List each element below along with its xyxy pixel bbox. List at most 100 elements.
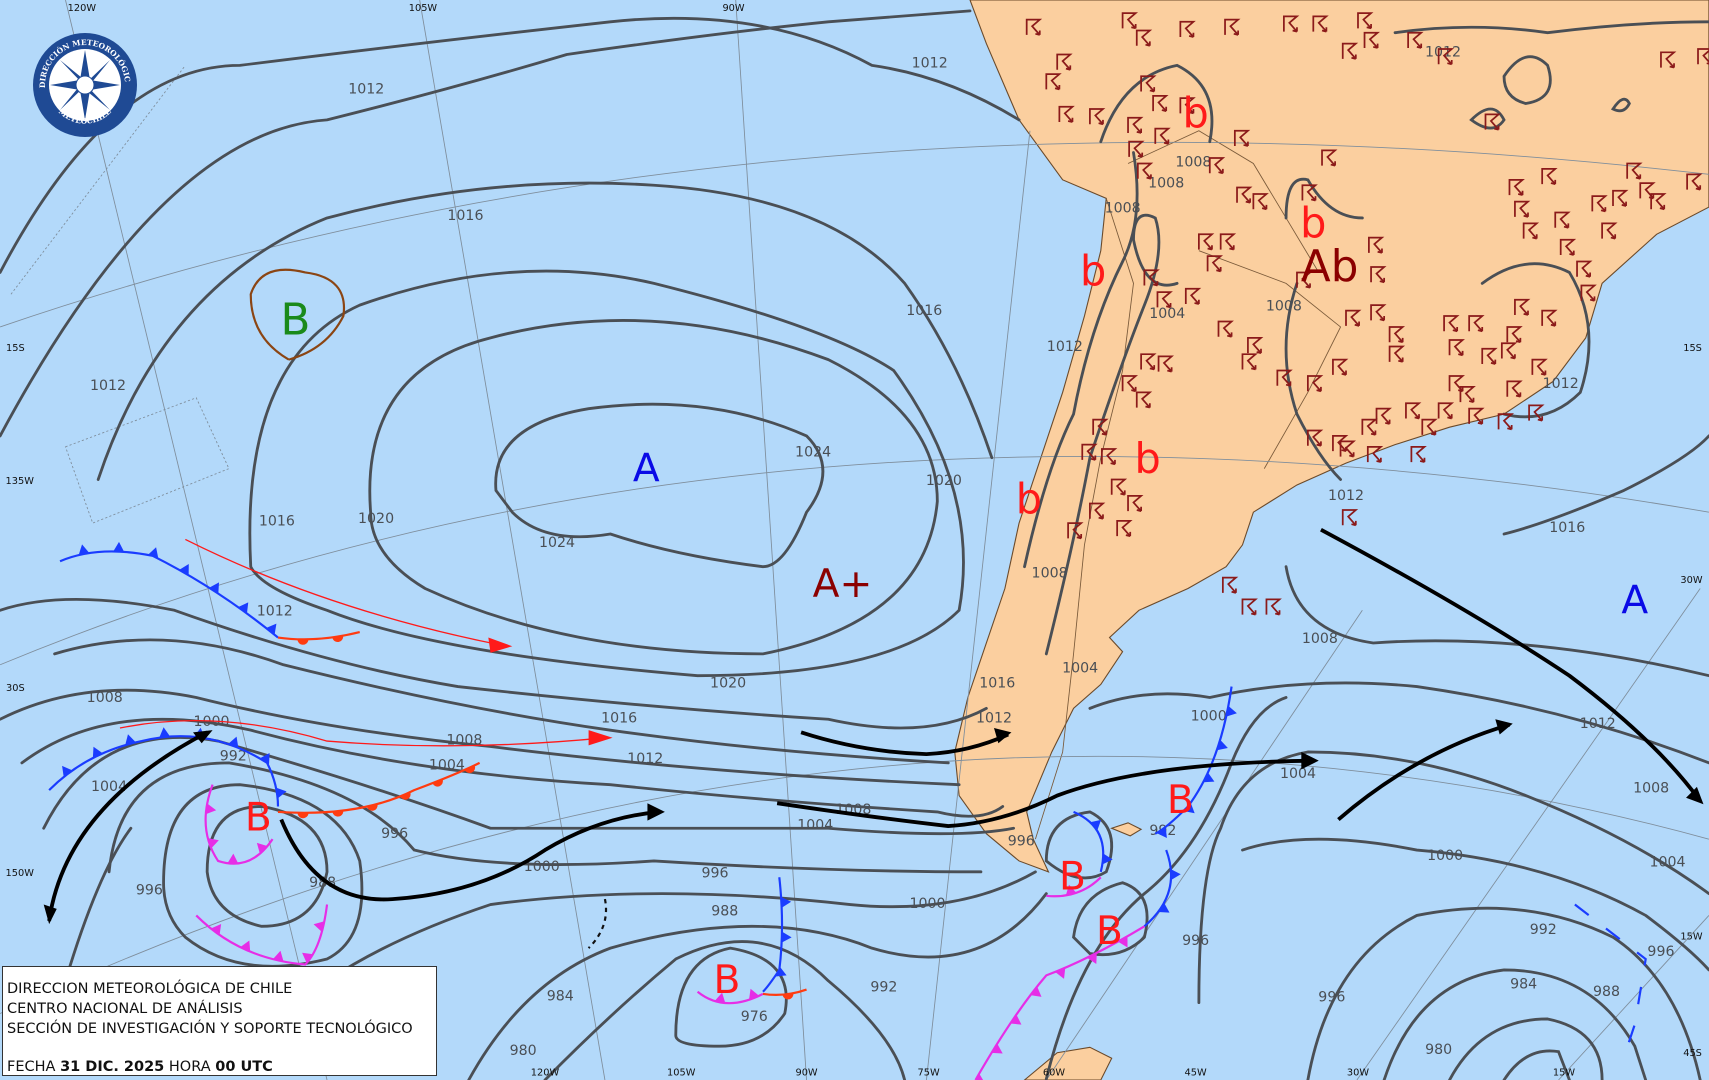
wind-barb-icon — [1497, 413, 1515, 431]
isobar-label: 992 — [220, 749, 247, 765]
time-label: HORA — [168, 1059, 211, 1075]
front-triangle — [113, 541, 125, 552]
trough-line — [249, 268, 346, 361]
front-triangle — [266, 623, 277, 635]
wind-barb-icon — [1686, 173, 1703, 191]
pressure-center-low: B — [1167, 778, 1194, 823]
arrowheads — [43, 637, 1704, 925]
front-triangle — [259, 752, 270, 765]
warm-front — [277, 761, 481, 814]
pressure-center-strong-high: A+ — [813, 562, 873, 607]
grid-labels: 120W 105W 90W 15S 135W 30S 150W 120W 105W 90W 75W 6… — [6, 3, 1703, 1079]
cold-front — [1073, 810, 1105, 873]
date-value: 31 DIC. 2025 — [60, 1059, 165, 1075]
isobar-label: 992 — [1530, 922, 1557, 938]
wind-barb-icon — [1626, 162, 1643, 180]
front-triangle — [272, 950, 284, 962]
wind-barb-icon — [1357, 12, 1374, 30]
country-borders — [1034, 130, 1342, 840]
pressure-center-low: B — [1096, 909, 1123, 954]
wind-barb-icon — [1339, 440, 1356, 458]
isobar-label: 1012 — [1543, 376, 1579, 392]
wind-barb-icon — [1247, 336, 1264, 354]
info-box: DIRECCION METEOROLÓGICA DE CHILE CENTRO … — [2, 966, 437, 1076]
isobar-label: 1004 — [91, 779, 127, 795]
trough-line — [587, 898, 608, 949]
pressure-center-weak-low: b — [1300, 200, 1326, 248]
wind-barb-icon — [1370, 304, 1387, 322]
wind-barb-icon — [1508, 178, 1525, 196]
isobar-label: 1012 — [912, 56, 948, 72]
isobar-label: 984 — [547, 988, 574, 1004]
front-triangle — [1065, 884, 1077, 896]
front-triangle — [1087, 952, 1097, 965]
wind-barb-icon — [1528, 404, 1545, 422]
wind-barb-icon — [1081, 443, 1098, 461]
wind-barb-icon — [1368, 236, 1385, 254]
grid-label: 15S — [6, 343, 25, 354]
jet-arrow-thin — [185, 538, 502, 646]
grid-label: 120W — [68, 3, 97, 14]
pressure-center-high: A — [1621, 579, 1648, 624]
warm-front — [277, 631, 360, 641]
isobar-label: 1016 — [979, 676, 1015, 692]
isobar-label: 996 — [136, 883, 163, 899]
cold-front — [48, 735, 280, 807]
isobar-label: 1012 — [257, 604, 293, 620]
wind-barb-icon — [1506, 326, 1523, 344]
jet-arrow — [279, 810, 660, 902]
isobar-label: 1000 — [193, 714, 229, 730]
arrowhead — [192, 730, 213, 744]
wind-barb-icon — [1092, 418, 1109, 436]
wind-barb-icon — [1375, 407, 1392, 425]
isobar-label: 1004 — [1649, 854, 1685, 870]
isobar-label: 1008 — [1148, 175, 1184, 191]
wind-barb-icon — [1443, 315, 1460, 333]
cold-front — [1143, 849, 1173, 928]
isobar-label: 996 — [381, 826, 408, 842]
south-america-landmass — [954, 0, 1709, 873]
isobar-label: 1004 — [1280, 766, 1316, 782]
isobar-label: 1012 — [1328, 488, 1364, 504]
jet-arrow — [776, 758, 1314, 828]
isobar-label: 996 — [1008, 834, 1035, 850]
front-triangle — [781, 931, 792, 943]
arrowhead — [43, 904, 57, 925]
arrowhead-thin — [488, 637, 513, 653]
isobar-label: 1000 — [524, 859, 560, 875]
front-triangle — [92, 746, 103, 758]
grid-label: 75W — [918, 1068, 940, 1079]
wind-barb-icon — [1089, 108, 1106, 126]
wind-barb-icon — [1650, 193, 1667, 211]
isobar-label: 1008 — [1032, 566, 1068, 582]
isobar-label: 1000 — [1191, 708, 1227, 724]
front-triangle — [210, 923, 222, 936]
isobar-label: 1020 — [926, 473, 962, 489]
wind-barb-icon — [1221, 576, 1239, 594]
wind-barb-icon — [1127, 116, 1144, 134]
wind-barb-icon — [1135, 29, 1153, 47]
fronts — [48, 268, 1647, 1080]
front-triangle — [1158, 902, 1170, 913]
wind-barb-icon — [1421, 418, 1438, 436]
wind-barb-icon — [1559, 238, 1577, 256]
wind-barb-icon — [1128, 140, 1145, 158]
grid-label: 135W — [6, 476, 35, 487]
jet-arrow-thin — [119, 720, 605, 747]
front-triangle — [1117, 936, 1128, 948]
wind-barb-icon — [1045, 73, 1062, 91]
isobar-label: 1008 — [1302, 631, 1338, 647]
wind-barb-icon — [1363, 31, 1380, 49]
wind-barb-icon — [1484, 113, 1501, 131]
front-triangle — [62, 765, 73, 778]
wind-barb-icon — [1660, 51, 1677, 69]
wind-barb-icon — [1321, 149, 1338, 167]
front-triangle — [313, 921, 325, 932]
wind-barb-icon — [1601, 222, 1618, 240]
pressure-center-low: B — [714, 958, 741, 1003]
isobar-label: 1020 — [358, 511, 394, 527]
wind-barb-icon — [1252, 193, 1269, 211]
wind-barb-icon — [1056, 53, 1073, 71]
front-triangle — [1030, 986, 1042, 997]
